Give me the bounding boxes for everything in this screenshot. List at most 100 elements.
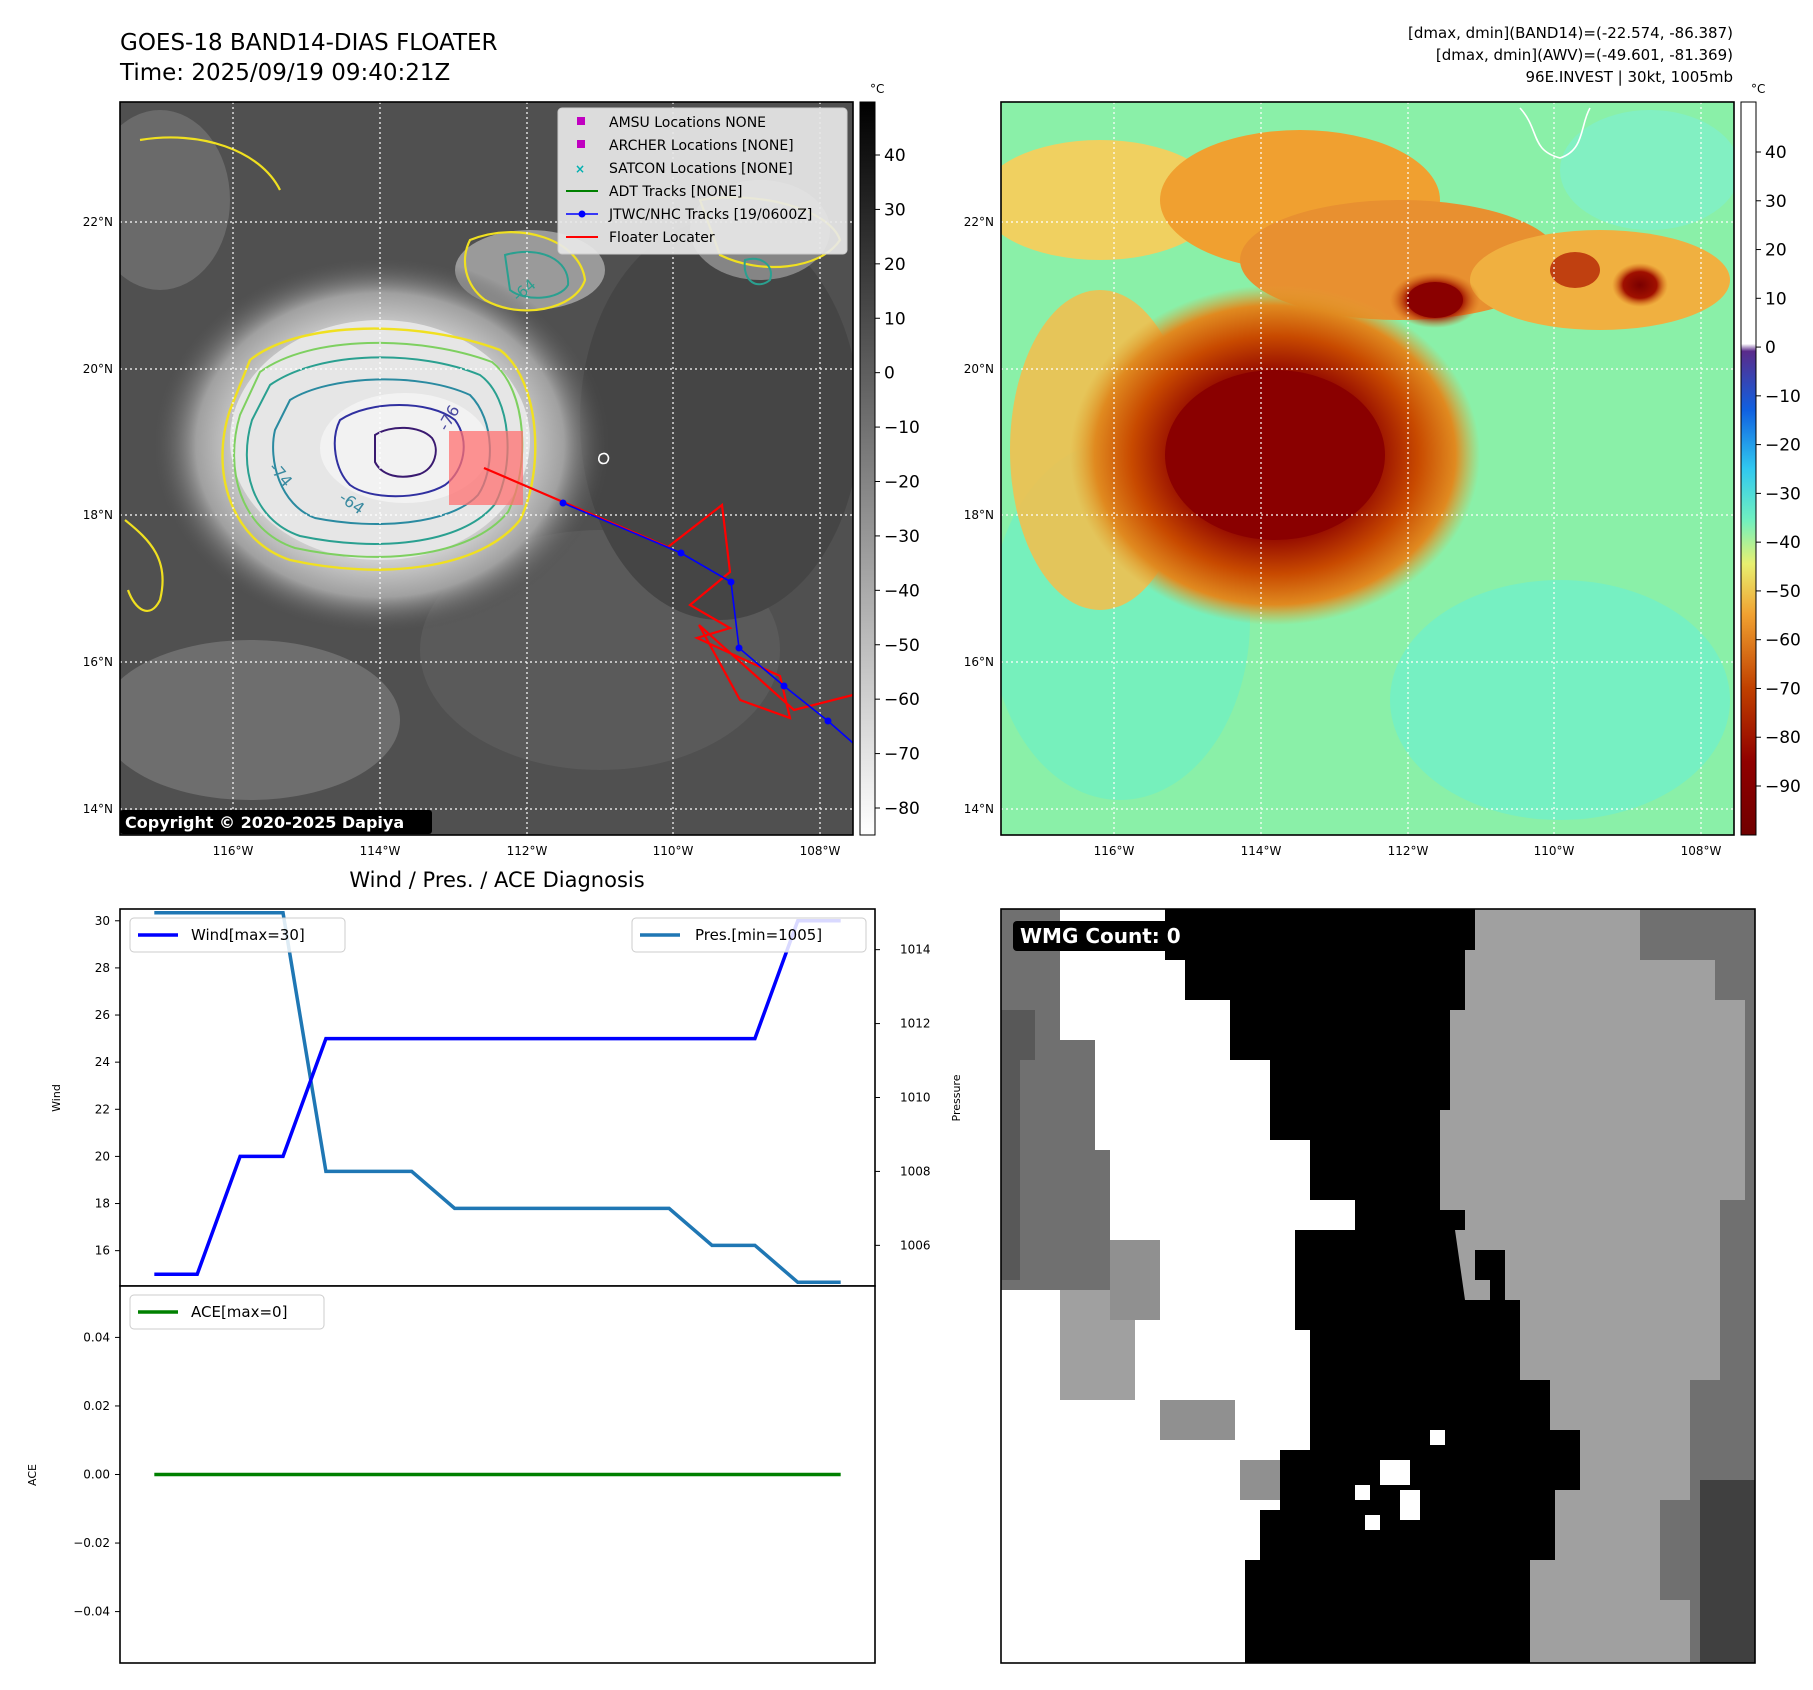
pressure-tick-label: 1012 xyxy=(900,1017,931,1031)
wind-series-line xyxy=(154,919,841,1276)
wind-tick-label: 26 xyxy=(95,1008,110,1022)
legend-adt: ADT Tracks [NONE] xyxy=(609,184,742,200)
colorbar-tick-label: 20 xyxy=(884,255,906,275)
colorbar-tick-label: −80 xyxy=(1765,728,1801,748)
pressure-tick-label: 1014 xyxy=(900,943,931,957)
wv-lat-labels: 22°N 20°N 18°N 16°N 14°N xyxy=(964,215,994,816)
wv-colorbar: °C 40 30 20 10 0 −10 −20 −30 −40 −50 −60 −70 −80 −90 xyxy=(1740,82,1801,836)
wmg-count-badge xyxy=(1013,921,1191,951)
legend-jtwc: JTWC/NHC Tracks [19/0600Z] xyxy=(608,207,812,223)
wv-gridlines xyxy=(1001,102,1734,835)
wmg-dark-region-left xyxy=(1001,909,1135,1290)
info-storm-summary: 96E.INVEST | 30kt, 1005mb xyxy=(1526,68,1734,86)
ace-legend: ACE[max=0] xyxy=(129,1294,325,1330)
wind-tick-label: 28 xyxy=(95,961,110,975)
lat-label: 22°N xyxy=(964,215,994,229)
pressure-series-line xyxy=(154,910,841,1285)
wind-tick-label: 20 xyxy=(95,1149,110,1163)
wv-imagery xyxy=(1001,102,1734,835)
wind-tick-label: 30 xyxy=(95,914,110,928)
lat-label: 20°N xyxy=(964,362,994,376)
diagnosis-panel: Wind / Pres. / ACE Diagnosis 30 28 26 24 22 2… xyxy=(26,868,963,1664)
figure-title-line2: Time: 2025/09/19 09:40:21Z xyxy=(119,60,450,86)
copyright-text: Copyright © 2020-2025 Dapiya xyxy=(125,813,404,832)
lat-label: 20°N xyxy=(83,362,113,376)
lon-label: 116°W xyxy=(213,844,254,858)
lon-label: 112°W xyxy=(507,844,548,858)
wv-colorbar-unit: °C xyxy=(1751,82,1765,96)
ace-tick-label: 0.02 xyxy=(83,1399,110,1413)
ir-colorbar: °C 40 30 20 10 0 −10 −20 −30 −40 −50 −60 −70 −80 xyxy=(859,82,920,836)
wmg-panel: WMG Count: 0 xyxy=(1000,908,1756,1664)
lat-label: 16°N xyxy=(83,655,113,669)
colorbar-tick-label: −40 xyxy=(1765,533,1801,553)
lon-label: 110°W xyxy=(653,844,694,858)
ace-tick-label: −0.04 xyxy=(73,1605,110,1619)
lon-label: 114°W xyxy=(360,844,401,858)
lon-label: 116°W xyxy=(1094,844,1135,858)
lat-label: 16°N xyxy=(964,655,994,669)
legend-satcon: SATCON Locations [NONE] xyxy=(609,161,793,177)
legend-amsu: AMSU Locations NONE xyxy=(609,115,766,131)
wv-lon-labels: 116°W 114°W 112°W 110°W 108°W xyxy=(1094,844,1722,858)
ir-panel-frame xyxy=(119,101,854,836)
pressure-legend-label: Pres.[min=1005] xyxy=(695,926,822,944)
wmg-count-label: WMG Count: 0 xyxy=(1020,924,1181,948)
pressure-tick-label: 1010 xyxy=(900,1091,931,1105)
lat-label: 18°N xyxy=(964,508,994,522)
colorbar-tick-label: 10 xyxy=(884,309,906,329)
colorbar-tick-label: −10 xyxy=(1765,387,1801,407)
jtwc-dot-icon xyxy=(578,210,586,218)
wmg-panel-frame xyxy=(1000,908,1756,1664)
colorbar-tick-label: −30 xyxy=(884,527,920,547)
ir-panel: -76 -74 -64 -64 AMSU Locations NONE ARCH… xyxy=(83,82,920,858)
ace-tick-label: 0.00 xyxy=(83,1468,110,1482)
wind-legend-label: Wind[max=30] xyxy=(191,926,305,944)
ace-ylabel: ACE xyxy=(26,1464,39,1486)
wv-panel: 22°N 20°N 18°N 16°N 14°N 116°W 114°W 112… xyxy=(964,82,1801,858)
wmg-black-region xyxy=(1165,909,1580,1663)
colorbar-tick-label: 30 xyxy=(1765,192,1787,212)
copyright-badge xyxy=(120,810,432,834)
colorbar-tick-label: −20 xyxy=(1765,436,1801,456)
satcon-marker-icon: × xyxy=(575,162,585,176)
lon-label: 112°W xyxy=(1388,844,1429,858)
colorbar-tick-label: −70 xyxy=(884,745,920,765)
lon-label: 108°W xyxy=(800,844,841,858)
lat-label: 14°N xyxy=(83,802,113,816)
colorbar-tick-label: −60 xyxy=(884,690,920,710)
ir-lon-labels: 116°W 114°W 112°W 110°W 108°W xyxy=(213,844,841,858)
colorbar-tick-label: −90 xyxy=(1765,777,1801,797)
amsu-marker-icon xyxy=(577,117,585,125)
lat-label: 14°N xyxy=(964,802,994,816)
wind-tick-label: 18 xyxy=(95,1197,110,1211)
lon-label: 108°W xyxy=(1681,844,1722,858)
figure-title-line1: GOES-18 BAND14-DIAS FLOATER xyxy=(120,30,498,56)
colorbar-tick-label: 40 xyxy=(884,146,906,166)
jtwc-track-points xyxy=(559,499,832,725)
info-band14-range: [dmax, dmin](BAND14)=(-22.574, -86.387) xyxy=(1408,24,1733,42)
wind-pres-axes xyxy=(119,908,876,1287)
pressure-ylabel: Pressure xyxy=(950,1074,963,1121)
wind-tick-label: 22 xyxy=(95,1102,110,1116)
lon-label: 110°W xyxy=(1534,844,1575,858)
colorbar-tick-label: 40 xyxy=(1765,143,1787,163)
colorbar-tick-label: −60 xyxy=(1765,631,1801,651)
colorbar-tick-label: −50 xyxy=(884,636,920,656)
ir-colorbar-unit: °C xyxy=(870,82,884,96)
colorbar-tick-label: −30 xyxy=(1765,484,1801,504)
ir-legend: AMSU Locations NONE ARCHER Locations [NO… xyxy=(557,107,848,255)
colorbar-tick-label: 30 xyxy=(884,200,906,220)
archer-marker-icon xyxy=(577,140,585,148)
ace-tick-label: 0.04 xyxy=(83,1330,110,1344)
pressure-tick-label: 1006 xyxy=(900,1238,931,1252)
lon-label: 114°W xyxy=(1241,844,1282,858)
wind-tick-label: 24 xyxy=(95,1055,110,1069)
ace-legend-label: ACE[max=0] xyxy=(191,1303,287,1321)
wv-panel-frame xyxy=(1000,101,1735,836)
lat-label: 18°N xyxy=(83,508,113,522)
diagnosis-title: Wind / Pres. / ACE Diagnosis xyxy=(349,868,644,892)
ace-tick-label: −0.02 xyxy=(73,1536,110,1550)
floater-locater-track xyxy=(483,466,853,720)
